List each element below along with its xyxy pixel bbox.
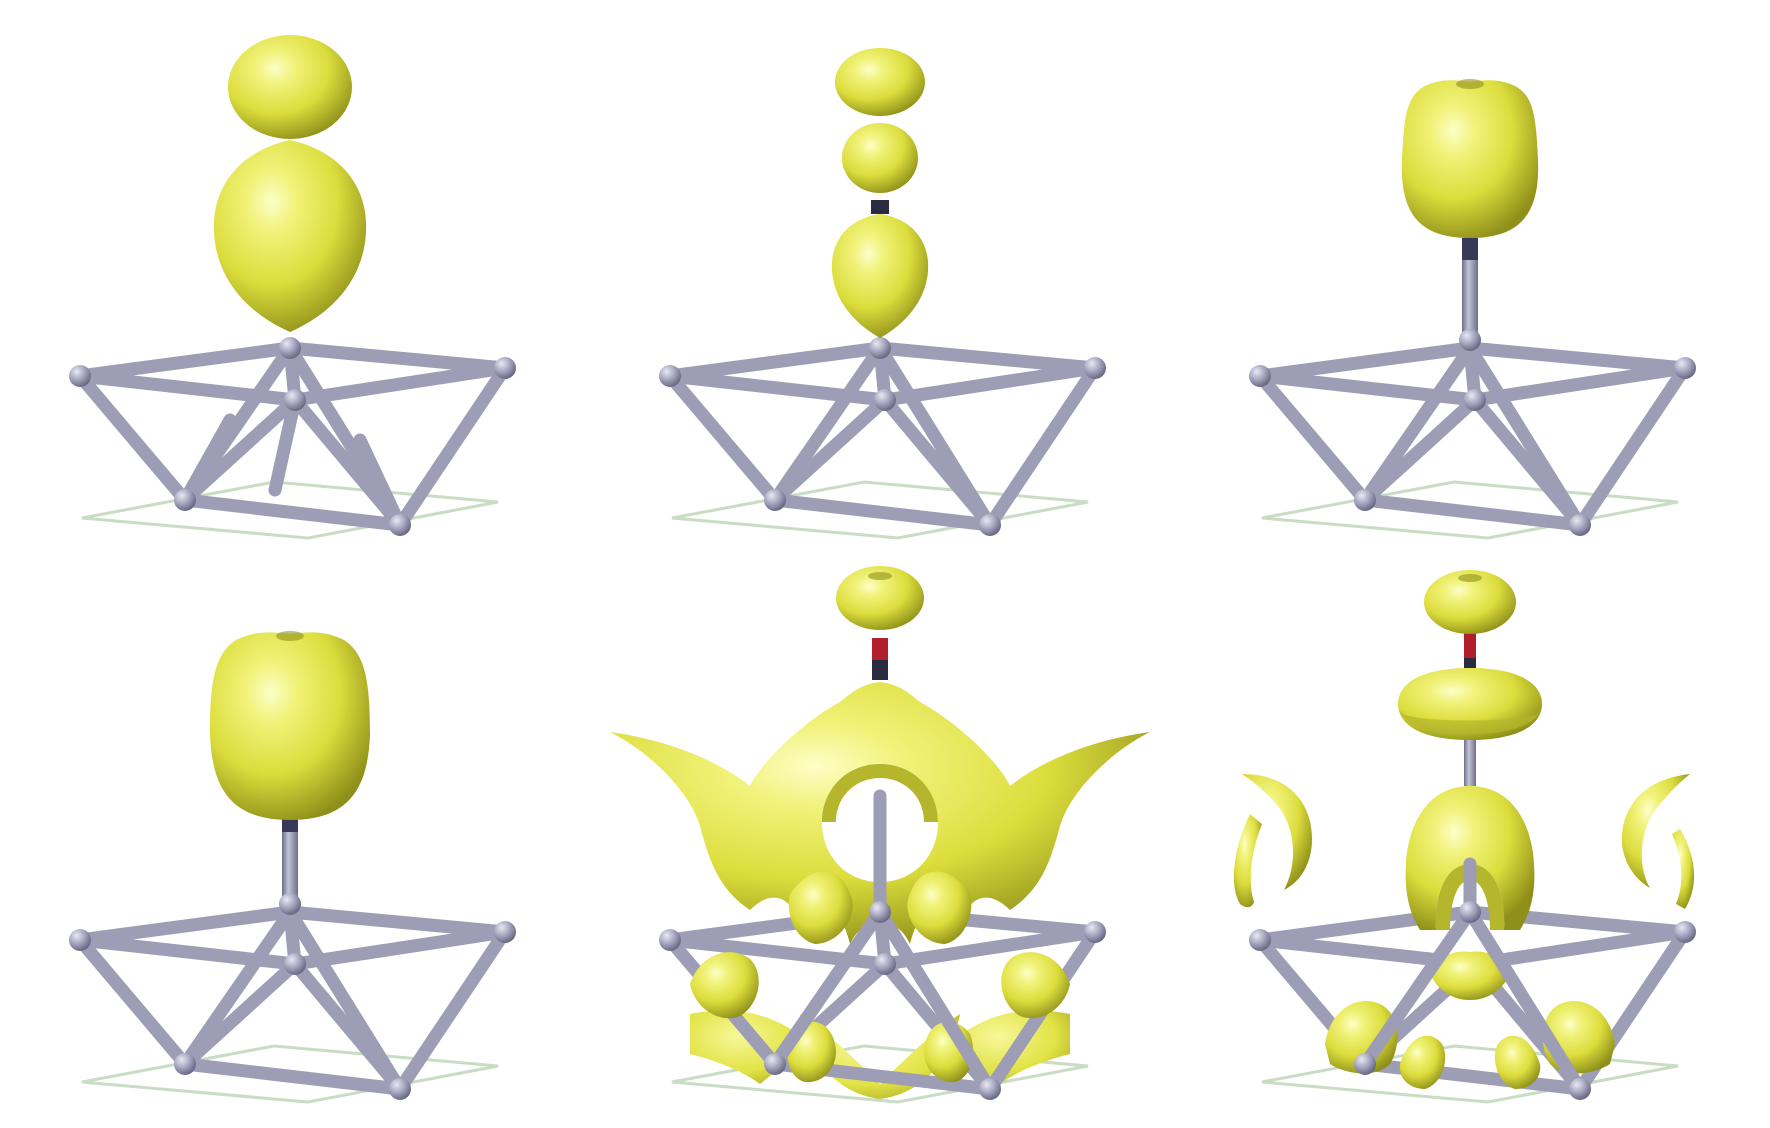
metal-cluster bbox=[73, 341, 512, 532]
adsorbate bbox=[1459, 238, 1481, 351]
metal-atoms bbox=[1249, 901, 1696, 1100]
unit-cell-outline bbox=[81, 480, 499, 540]
unit-cell-outline bbox=[1261, 480, 1679, 540]
isosurface bbox=[1325, 786, 1615, 1089]
metal-atoms bbox=[1249, 357, 1696, 536]
metal-atoms bbox=[69, 337, 516, 536]
metal-cluster-front bbox=[768, 789, 997, 1096]
isosurface bbox=[210, 631, 370, 820]
isosurface bbox=[213, 35, 367, 332]
panel-top-middle bbox=[590, 0, 1180, 564]
isosurface-back bbox=[1233, 774, 1695, 909]
metal-atoms bbox=[659, 901, 1106, 1100]
isosurface bbox=[1401, 79, 1539, 238]
metal-cluster bbox=[73, 905, 512, 1096]
panel-top-left bbox=[0, 0, 590, 564]
panel-bottom-right bbox=[1180, 564, 1770, 1128]
metal-atoms bbox=[69, 921, 516, 1100]
adsorbate bbox=[1398, 570, 1542, 786]
adsorbate bbox=[836, 566, 924, 680]
adsorbate bbox=[279, 814, 301, 915]
panel-bottom-middle bbox=[590, 564, 1180, 1128]
unit-cell-outline bbox=[671, 480, 1089, 540]
panel-top-right bbox=[1180, 0, 1770, 564]
isosurface bbox=[831, 48, 929, 338]
unit-cell-outline bbox=[81, 1044, 499, 1104]
panel-bottom-left bbox=[0, 564, 590, 1128]
metal-cluster bbox=[1253, 341, 1692, 532]
metal-cluster bbox=[663, 341, 1102, 532]
metal-atoms bbox=[659, 337, 1106, 536]
metal-cluster bbox=[1253, 905, 1692, 1096]
